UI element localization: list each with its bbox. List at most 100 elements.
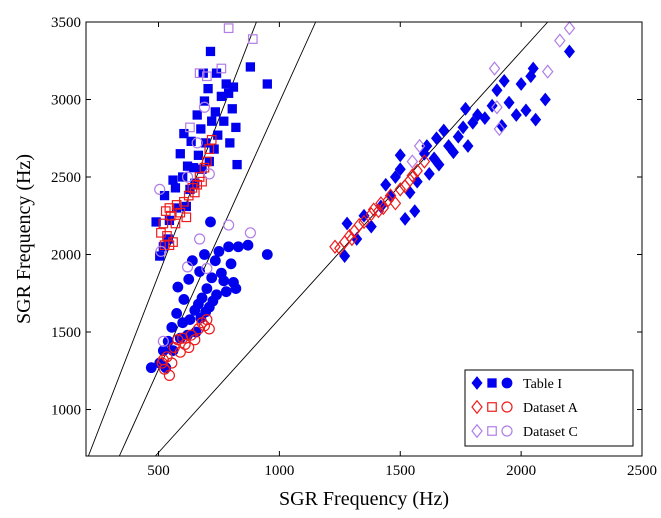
data-point-diamond xyxy=(527,61,539,76)
data-point-square xyxy=(219,116,229,126)
legend-marker-square xyxy=(487,378,497,388)
y-tick-label: 2500 xyxy=(51,170,81,186)
data-point-square xyxy=(232,159,242,170)
data-point-square xyxy=(228,82,239,92)
data-point-diamond xyxy=(380,177,392,192)
data-point-diamond xyxy=(394,162,406,177)
data-point-square xyxy=(210,107,220,117)
data-point-circle xyxy=(199,249,210,260)
data-point-square xyxy=(151,217,161,227)
x-tick-label: 1500 xyxy=(385,463,415,479)
data-point-circle xyxy=(157,335,169,347)
data-point-square xyxy=(245,62,256,72)
legend-marker-square xyxy=(487,402,497,412)
data-point-square xyxy=(223,88,234,98)
data-point-square xyxy=(192,110,202,120)
data-point-circle xyxy=(218,275,230,287)
data-point-circle xyxy=(157,354,169,366)
data-point-diamond xyxy=(457,120,469,135)
data-point-circle xyxy=(163,369,175,381)
data-point-diamond xyxy=(563,20,576,36)
data-point-circle xyxy=(179,338,191,350)
data-point-square xyxy=(202,71,212,82)
data-point-circle xyxy=(191,137,203,149)
data-point-square xyxy=(198,68,208,78)
data-point-square xyxy=(158,218,169,229)
y-tick-label: 2000 xyxy=(51,248,81,264)
legend-entry: Dataset C xyxy=(471,423,578,440)
data-point-circle xyxy=(223,241,235,253)
data-point-diamond xyxy=(399,211,411,226)
data-point-diamond xyxy=(433,157,445,172)
y-tick-label: 1000 xyxy=(51,403,81,419)
data-point-square xyxy=(207,116,217,126)
data-point-square xyxy=(227,104,237,114)
data-point-diamond xyxy=(346,231,358,247)
data-point-diamond xyxy=(539,92,551,107)
legend-marker-circle xyxy=(501,401,513,413)
data-point-circle xyxy=(223,219,235,231)
legend-marker-circle xyxy=(501,377,513,389)
data-point-square xyxy=(170,183,181,193)
legend-marker-diamond xyxy=(471,423,483,439)
reference-line-2 xyxy=(118,21,317,457)
legend-marker-diamond xyxy=(471,399,483,415)
data-point-diamond xyxy=(411,163,423,179)
data-point-square xyxy=(168,237,178,247)
data-point-diamond xyxy=(382,193,394,208)
data-point-square xyxy=(223,23,234,34)
data-point-circle xyxy=(261,249,273,260)
x-tick-label: 500 xyxy=(147,463,170,479)
data-point-diamond xyxy=(384,188,397,203)
data-point-circle xyxy=(209,255,221,267)
data-point-square xyxy=(197,176,207,187)
data-point-diamond xyxy=(377,200,390,216)
data-point-square xyxy=(159,190,170,201)
data-point-circle xyxy=(181,261,194,273)
data-point-diamond xyxy=(423,167,435,181)
data-point-square xyxy=(156,227,166,238)
data-point-square xyxy=(201,138,211,148)
data-point-circle xyxy=(192,323,205,335)
data-point-square xyxy=(186,136,196,147)
data-point-square xyxy=(175,149,185,159)
data-point-square xyxy=(164,240,175,251)
data-point-square xyxy=(202,156,212,167)
legend-label: Table I xyxy=(523,377,562,392)
data-point-circle xyxy=(194,233,206,245)
y-axis-title: SGR Frequency (Hz) xyxy=(13,154,35,324)
data-point-circle xyxy=(172,281,184,293)
data-point-diamond xyxy=(406,154,419,169)
data-point-circle xyxy=(198,101,211,113)
data-point-diamond xyxy=(530,112,542,127)
data-point-diamond xyxy=(462,139,474,153)
data-point-circle xyxy=(201,283,213,295)
data-point-circle xyxy=(213,245,225,257)
data-point-diamond xyxy=(394,148,406,163)
data-point-diamond xyxy=(438,123,450,138)
data-point-circle xyxy=(166,321,178,333)
data-point-diamond xyxy=(541,64,554,79)
data-point-square xyxy=(204,144,215,154)
data-points xyxy=(145,20,576,381)
data-point-diamond xyxy=(389,170,401,184)
data-point-circle xyxy=(203,168,215,180)
data-point-square xyxy=(199,96,210,106)
data-point-square xyxy=(193,150,204,160)
y-tick-label: 3500 xyxy=(51,15,81,31)
data-point-diamond xyxy=(515,77,527,91)
data-point-diamond xyxy=(554,33,566,48)
data-point-square xyxy=(189,187,200,198)
data-point-diamond xyxy=(413,138,426,154)
data-point-diamond xyxy=(375,196,387,211)
data-point-diamond xyxy=(431,131,443,146)
data-point-diamond xyxy=(493,121,506,137)
x-tick-label: 1000 xyxy=(264,463,294,479)
data-point-diamond xyxy=(563,44,575,59)
data-point-circle xyxy=(244,227,256,239)
data-point-diamond xyxy=(460,101,472,116)
data-point-circle xyxy=(181,171,194,183)
y-axis: 1000 1500 2000 2500 3000 3500 xyxy=(51,15,642,419)
data-point-circle xyxy=(178,294,190,305)
